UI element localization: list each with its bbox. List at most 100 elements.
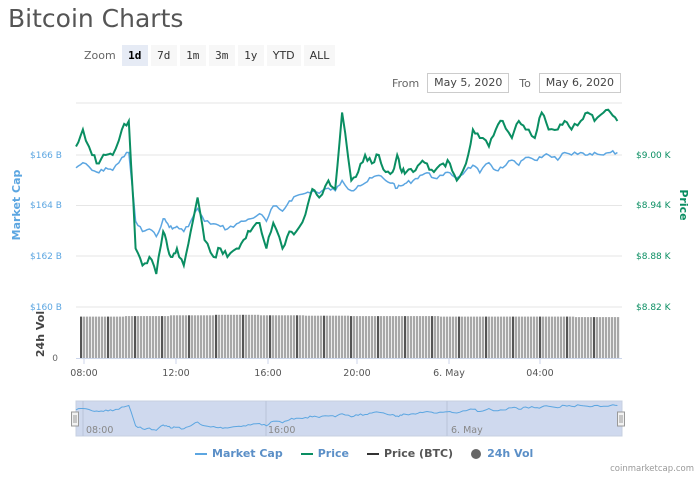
volume-bar xyxy=(503,316,506,358)
volume-bar xyxy=(485,316,488,358)
zoom-label: Zoom xyxy=(84,49,116,62)
volume-bar xyxy=(209,315,212,359)
volume-bar xyxy=(182,315,185,359)
volume-bar xyxy=(527,316,530,358)
to-label: To xyxy=(519,76,531,90)
volume-bar xyxy=(608,317,611,359)
navigator-selection[interactable] xyxy=(75,400,623,437)
volume-bars xyxy=(80,314,620,359)
volume-bar xyxy=(383,316,386,358)
volume-bar xyxy=(161,316,164,358)
volume-bar xyxy=(536,316,539,358)
volume-bar xyxy=(377,316,380,358)
gridlines xyxy=(76,154,622,308)
volume-bar xyxy=(110,316,113,358)
volume-bar xyxy=(170,315,173,359)
to-date-input[interactable]: May 6, 2020 xyxy=(538,73,621,93)
navigator-right-handle[interactable] xyxy=(617,411,625,427)
right-tick-label: $9.00 K xyxy=(636,151,672,161)
volume-bar xyxy=(419,316,422,358)
volume-bar xyxy=(302,315,305,359)
volume-bar xyxy=(200,315,203,359)
volume-bar xyxy=(329,315,332,358)
volume-bar xyxy=(401,316,404,358)
volume-bar xyxy=(479,316,482,358)
volume-bar xyxy=(380,316,383,358)
volume-bar xyxy=(476,316,479,358)
volume-bar xyxy=(350,316,353,358)
volume-bar xyxy=(224,314,227,358)
volume-bar xyxy=(395,316,398,358)
volume-bar xyxy=(353,316,356,358)
volume-bar xyxy=(467,316,470,358)
volume-bar xyxy=(332,315,335,358)
x-axis-ticks: 08:00 12:00 16:00 20:00 6. May 04:00 xyxy=(70,358,554,379)
zoom-button-3m[interactable]: 3m xyxy=(208,45,235,66)
volume-bar xyxy=(158,316,161,358)
legend-item-24h-vol[interactable]: 24h Vol xyxy=(471,447,533,460)
x-tick-label: 12:00 xyxy=(162,368,189,379)
navigator-left-handle[interactable] xyxy=(71,411,79,427)
volume-bar xyxy=(422,316,425,358)
volume-bar xyxy=(113,316,116,358)
volume-bar xyxy=(107,316,110,358)
volume-bar xyxy=(497,316,500,358)
legend-item-price-btc[interactable]: Price (BTC) xyxy=(366,447,453,460)
navigator-gridlines xyxy=(82,401,448,436)
credit-link[interactable]: coinmarketcap.com xyxy=(610,464,694,474)
volume-bar xyxy=(230,314,233,358)
volume-bar xyxy=(275,315,278,359)
volume-bar xyxy=(164,316,167,358)
zoom-button-1y[interactable]: 1y xyxy=(237,45,264,66)
volume-bar xyxy=(437,316,440,358)
navigator-tick-label: 16:00 xyxy=(268,425,295,436)
volume-bar xyxy=(581,317,584,359)
volume-bar xyxy=(326,315,329,358)
volume-bar xyxy=(83,316,86,358)
volume-bar xyxy=(218,314,221,358)
x-tick-label: 04:00 xyxy=(526,368,553,379)
volume-bar xyxy=(308,315,311,358)
volume-bar xyxy=(233,314,236,358)
volume-bar xyxy=(473,316,476,358)
legend-label: Market Cap xyxy=(212,447,283,460)
volume-bar xyxy=(368,316,371,358)
zoom-button-ytd[interactable]: YTD xyxy=(266,45,301,66)
volume-bar xyxy=(281,315,284,359)
volume-bar xyxy=(215,314,218,358)
left-tick-label: $166 B xyxy=(30,151,62,161)
volume-bar xyxy=(248,314,251,358)
volume-bar xyxy=(548,316,551,358)
volume-bar xyxy=(587,317,590,359)
zoom-button-1m[interactable]: 1m xyxy=(179,45,206,66)
right-tick-label: $8.88 K xyxy=(636,252,672,262)
zoom-button-1d[interactable]: 1d xyxy=(121,45,148,66)
volume-bar xyxy=(122,316,125,358)
volume-bar xyxy=(227,314,230,358)
volume-bar xyxy=(212,315,215,359)
from-date-input[interactable]: May 5, 2020 xyxy=(427,73,510,93)
chart-legend: Market Cap Price Price (BTC) 24h Vol xyxy=(195,447,533,460)
volume-bar xyxy=(452,316,455,358)
volume-bar xyxy=(299,315,302,359)
navigator-tick-label: 6. May xyxy=(451,425,483,436)
volume-bar xyxy=(134,316,137,358)
legend-item-price[interactable]: Price xyxy=(300,447,349,460)
volume-bar xyxy=(206,315,209,359)
volume-bar xyxy=(602,317,605,359)
volume-bar xyxy=(269,315,272,359)
volume-bar xyxy=(554,316,557,358)
volume-bar xyxy=(293,315,296,359)
volume-bar xyxy=(365,316,368,358)
volume-bar xyxy=(572,316,575,358)
volume-bar xyxy=(149,316,152,358)
legend-item-market-cap[interactable]: Market Cap xyxy=(195,447,283,460)
zoom-button-7d[interactable]: 7d xyxy=(150,45,177,66)
zoom-button-all[interactable]: ALL xyxy=(303,45,336,66)
volume-bar xyxy=(260,315,263,359)
volume-bar xyxy=(392,316,395,358)
volume-bar xyxy=(197,315,200,359)
volume-bar xyxy=(590,317,593,359)
volume-bar xyxy=(551,316,554,358)
